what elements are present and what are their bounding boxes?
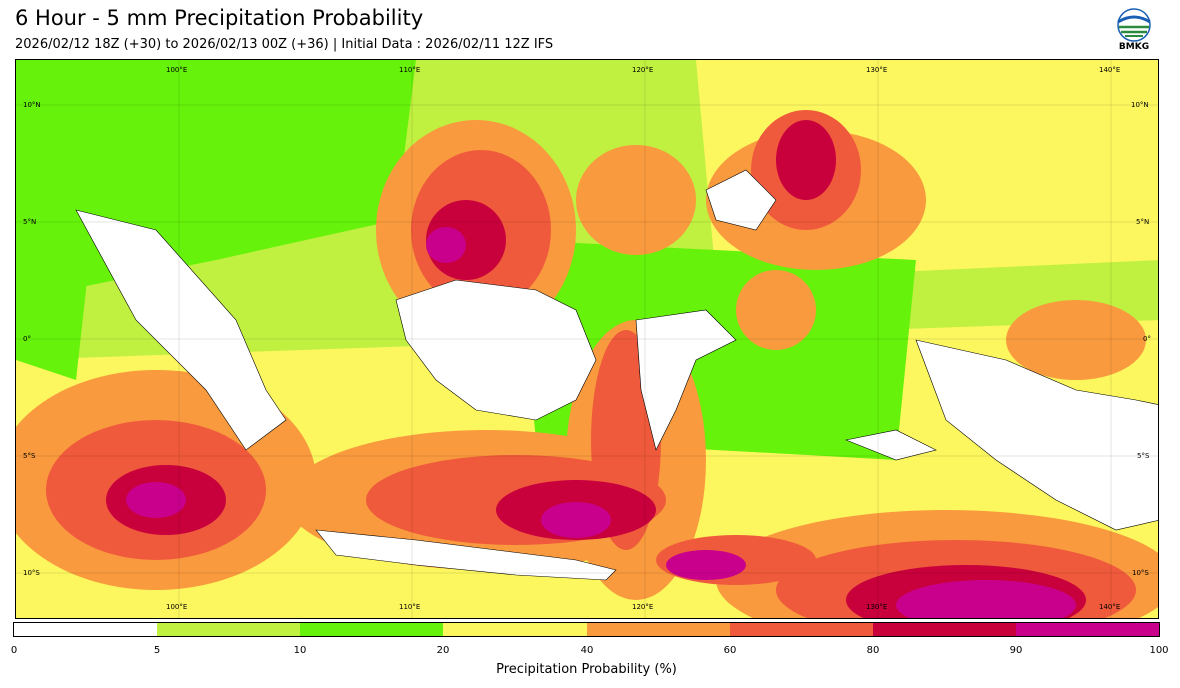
colorbar-tick: 0 [10,645,18,656]
colorbar-tick: 80 [866,645,880,656]
colorbar-tick: 40 [580,645,594,656]
lat-label-left: 10°N [23,101,41,109]
precipitation-map[interactable]: 100°E 110°E 120°E 130°E 140°E 100°E 110°… [15,59,1159,619]
lon-label-top: 120°E [632,66,654,74]
lat-label-right: 10°S [1132,569,1149,577]
lat-label-left: 5°N [23,218,37,226]
lat-label-right: 5°N [1136,218,1150,226]
map-title: 6 Hour - 5 mm Precipitation Probability [15,6,424,30]
map-subtitle: 2026/02/12 18Z (+30) to 2026/02/13 00Z (… [15,37,554,52]
lat-label-right: 5°S [1137,452,1150,460]
lon-label-top: 110°E [399,66,421,74]
colorbar-segment [729,623,873,636]
colorbar-tick: 60 [723,645,737,656]
lon-label-bottom: 130°E [866,603,888,611]
lon-label-bottom: 120°E [632,603,654,611]
colorbar-tick: 90 [1009,645,1023,656]
colorbar-tick: 100 [1149,645,1169,656]
colorbar-segment [443,623,587,636]
lat-label-left: 0° [23,335,31,343]
lat-label-right: 10°N [1131,101,1149,109]
colorbar-title: Precipitation Probability (%) [496,662,677,677]
lat-label-left: 5°S [23,452,36,460]
lat-label-left: 10°S [23,569,40,577]
colorbar-tick: 5 [153,645,161,656]
colorbar-tick: 20 [436,645,450,656]
colorbar-segment [586,623,730,636]
lon-label-top: 130°E [866,66,888,74]
colorbar-segment [300,623,444,636]
lon-label-bottom: 110°E [399,603,421,611]
colorbar-segment [157,623,301,636]
bmkg-logo: BMKG [1112,8,1156,54]
colorbar-tick: 10 [293,645,307,656]
lon-label-top: 140°E [1099,66,1121,74]
logo-text: BMKG [1118,42,1150,52]
lon-label-top: 100°E [166,66,188,74]
colorbar [13,622,1160,637]
lon-label-bottom: 100°E [166,603,188,611]
colorbar-segment [872,623,1016,636]
colorbar-segment [1015,623,1159,636]
bmkg-logo-icon [1117,8,1151,42]
map-canvas [16,60,1158,618]
lat-label-right: 0° [1143,335,1151,343]
colorbar-segment [14,623,158,636]
lon-label-bottom: 140°E [1099,603,1121,611]
